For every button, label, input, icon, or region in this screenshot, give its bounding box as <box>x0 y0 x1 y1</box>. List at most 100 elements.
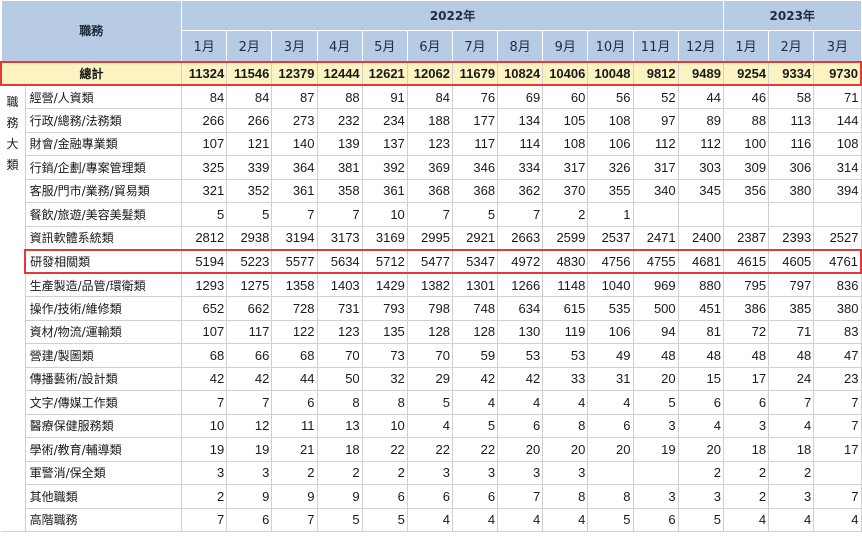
table-cell <box>723 202 770 227</box>
table-cell: 19 <box>181 437 228 462</box>
table-cell: 2 <box>768 461 815 485</box>
table-cell: 306 <box>768 155 815 180</box>
table-row: 文字/傳媒工作類 7 7 6 8 8 5 4 4 4 4 5 6 6 7 7 <box>1 390 862 415</box>
table-cell: 380 <box>813 296 862 321</box>
table-cell: 121 <box>226 132 273 156</box>
table-cell: 5347 <box>452 248 499 274</box>
table-cell: 128 <box>407 320 453 344</box>
table-cell: 6 <box>497 414 544 438</box>
table-cell: 2938 <box>226 226 273 250</box>
table-cell: 17 <box>813 437 862 462</box>
table-cell: 728 <box>271 296 318 321</box>
table-cell: 7 <box>181 508 228 532</box>
table-cell: 58 <box>768 85 815 109</box>
month-header: 11月 <box>632 30 679 62</box>
table-cell: 108 <box>542 132 589 156</box>
table-row: 營建/製圖類 68 66 68 70 73 70 59 53 53 49 48 48 48 48 47 <box>1 343 862 368</box>
table-cell: 4 <box>407 414 453 438</box>
table-cell: 4605 <box>768 248 815 274</box>
table-row: 學術/教育/輔導類 19 19 21 18 22 22 22 20 20 20 19 20 18 18 17 <box>1 437 862 462</box>
table-cell: 451 <box>678 296 724 321</box>
month-header: 6月 <box>406 30 453 62</box>
year-header-2022: 2022年 <box>181 0 724 31</box>
category-label: 客服/門市/業務/貿易類 <box>25 179 183 203</box>
month-header: 12月 <box>677 30 724 62</box>
table-cell: 42 <box>452 367 499 391</box>
table-cell: 4761 <box>813 248 862 274</box>
table-cell: 303 <box>678 155 724 180</box>
table-cell: 7 <box>317 202 363 227</box>
table-cell: 7 <box>813 390 862 415</box>
table-cell: 83 <box>813 320 862 344</box>
table-cell: 71 <box>768 320 815 344</box>
table-cell: 139 <box>317 132 363 156</box>
table-cell: 355 <box>587 179 634 203</box>
table-cell: 20 <box>587 437 634 462</box>
total-cell: 9489 <box>678 60 724 86</box>
table-cell: 4 <box>587 390 634 415</box>
table-cell: 112 <box>633 132 679 156</box>
total-label: 總計 <box>0 60 183 86</box>
table-cell: 3173 <box>317 226 363 250</box>
table-row: 餐飲/旅遊/美容美髮類 5 5 7 7 10 7 5 7 2 1 <box>1 202 862 227</box>
table-cell: 880 <box>678 273 724 297</box>
table-cell: 7 <box>813 484 862 509</box>
table-cell: 3 <box>407 461 453 485</box>
table-cell: 68 <box>271 343 318 368</box>
table-cell: 317 <box>633 155 679 180</box>
table-row: 生產製造/品管/環衛類 1293 1275 1358 1403 1429 1382 1301 1… <box>1 273 862 297</box>
total-cell: 11546 <box>226 60 273 86</box>
total-cell: 10048 <box>587 60 634 86</box>
table-cell: 5712 <box>362 248 408 274</box>
table-cell: 4756 <box>587 248 634 274</box>
table-cell: 42 <box>181 367 228 391</box>
table-cell: 4972 <box>497 248 544 274</box>
table-cell: 3 <box>768 484 815 509</box>
table-cell: 652 <box>181 296 228 321</box>
table-cell: 2812 <box>181 226 228 250</box>
table-cell: 29 <box>407 367 453 391</box>
table-cell: 1293 <box>181 273 228 297</box>
table-cell: 3 <box>497 461 544 485</box>
table-cell: 5 <box>587 508 634 532</box>
table-cell: 137 <box>362 132 408 156</box>
table-cell: 358 <box>317 179 363 203</box>
month-header: 8月 <box>497 30 544 62</box>
table-cell: 234 <box>362 108 408 133</box>
table-cell: 105 <box>542 108 589 133</box>
table-cell: 107 <box>181 132 228 156</box>
category-label: 醫療保健服務類 <box>25 414 183 438</box>
total-cell: 12621 <box>362 60 408 86</box>
table-cell: 3 <box>633 484 679 509</box>
table-cell: 106 <box>587 132 634 156</box>
table-cell: 662 <box>226 296 273 321</box>
year-header-2023: 2023年 <box>722 0 862 31</box>
table-cell: 339 <box>226 155 273 180</box>
total-cell: 9812 <box>633 60 679 86</box>
category-label: 資材/物流/運輸類 <box>25 320 183 344</box>
table-cell: 5223 <box>226 248 273 274</box>
table-cell: 20 <box>678 437 724 462</box>
category-label: 生產製造/品管/環衛類 <box>25 273 183 297</box>
table-cell: 321 <box>181 179 228 203</box>
table-cell: 17 <box>723 367 770 391</box>
group-label: 職 務 大 類 <box>1 85 26 532</box>
table-cell: 969 <box>633 273 679 297</box>
table-cell: 4 <box>723 508 770 532</box>
table-cell: 346 <box>452 155 499 180</box>
table-cell: 361 <box>362 179 408 203</box>
table-cell: 18 <box>768 437 815 462</box>
table-cell: 340 <box>633 179 679 203</box>
table-cell: 42 <box>497 367 544 391</box>
table-cell: 7 <box>271 508 318 532</box>
table-cell: 748 <box>452 296 499 321</box>
table-cell: 4 <box>452 508 499 532</box>
table-cell: 4 <box>813 508 862 532</box>
table-cell: 94 <box>633 320 679 344</box>
table-cell: 100 <box>723 132 770 156</box>
month-header: 10月 <box>587 30 634 62</box>
table-cell: 2663 <box>497 226 544 250</box>
table-cell: 188 <box>407 108 453 133</box>
month-header: 3月 <box>271 30 318 62</box>
table-cell <box>633 461 679 485</box>
